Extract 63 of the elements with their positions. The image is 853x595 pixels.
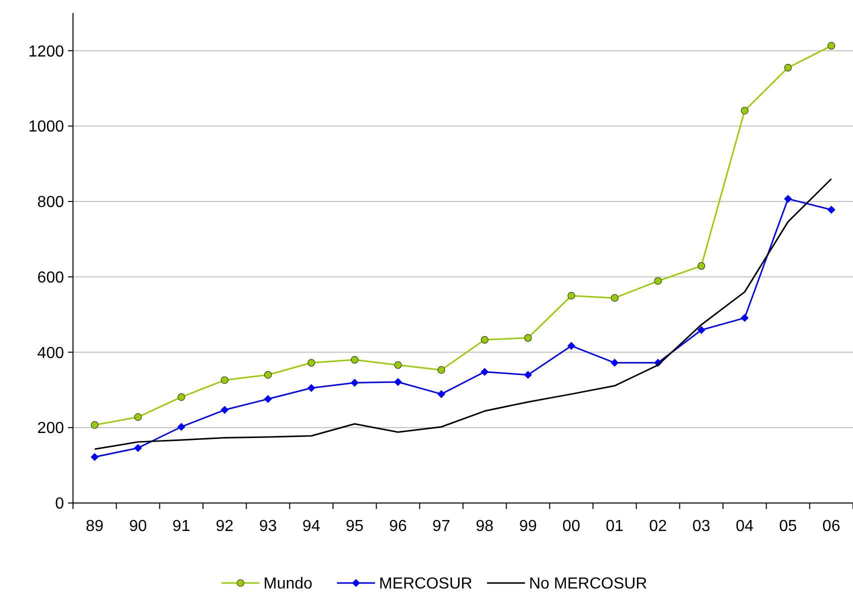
- point: [394, 378, 402, 386]
- point: [524, 370, 532, 379]
- point: [697, 326, 706, 334]
- x-tick-label: 04: [736, 518, 754, 535]
- x-tick-label: 91: [172, 518, 190, 535]
- point: [178, 393, 186, 401]
- x-tick-label: 06: [822, 518, 840, 535]
- point: [264, 371, 272, 379]
- point: [438, 366, 446, 374]
- x-tick-label: 02: [649, 518, 667, 535]
- x-tick-label: 93: [259, 518, 277, 535]
- y-tick-label: 600: [37, 269, 64, 286]
- x-tick-label: 89: [86, 518, 104, 535]
- point: [134, 413, 142, 421]
- point: [90, 421, 98, 429]
- y-tick-label: 1000: [28, 118, 64, 136]
- point: [394, 361, 402, 369]
- x-tick-label: 03: [692, 518, 710, 535]
- point: [90, 453, 99, 462]
- legend-label: MERCOSUR: [379, 576, 472, 593]
- x-tick-label: 96: [389, 518, 407, 535]
- x-tick-label: 97: [432, 518, 450, 535]
- point: [567, 342, 576, 350]
- point: [654, 277, 662, 285]
- point: [220, 376, 228, 384]
- point: [610, 294, 618, 302]
- point: [177, 422, 186, 431]
- point: [698, 262, 706, 270]
- x-tick-label: 05: [779, 518, 797, 535]
- point: [350, 378, 359, 387]
- point: [134, 444, 142, 452]
- legend-label: Mundo: [264, 576, 313, 593]
- legend-label: No MERCOSUR: [529, 576, 648, 593]
- y-tick-label: 0: [55, 496, 64, 513]
- x-tick-label: 99: [519, 518, 537, 535]
- point: [480, 336, 488, 344]
- y-tick-label: 200: [37, 420, 64, 438]
- x-tick-label: 95: [346, 518, 364, 535]
- point: [740, 106, 748, 114]
- point: [784, 194, 792, 203]
- y-tick-label: 400: [37, 344, 64, 362]
- x-tick-label: 94: [302, 518, 320, 535]
- point: [220, 406, 229, 414]
- point: [524, 334, 532, 342]
- point: [480, 368, 489, 376]
- x-tick-label: 98: [476, 518, 494, 535]
- point: [784, 64, 792, 72]
- point: [264, 394, 272, 403]
- point: [827, 206, 836, 214]
- point: [568, 292, 576, 300]
- point: [740, 314, 749, 322]
- point: [350, 356, 358, 364]
- y-tick-label: 1200: [28, 43, 64, 60]
- x-tick-label: 92: [216, 518, 234, 535]
- point: [307, 384, 316, 392]
- x-tick-label: 00: [562, 518, 580, 535]
- y-tick-label: 800: [37, 194, 64, 212]
- x-tick-label: 01: [606, 518, 624, 535]
- point: [437, 390, 446, 398]
- point: [308, 358, 316, 367]
- point: [828, 42, 836, 50]
- x-tick-label: 90: [129, 518, 147, 535]
- point: [610, 358, 619, 367]
